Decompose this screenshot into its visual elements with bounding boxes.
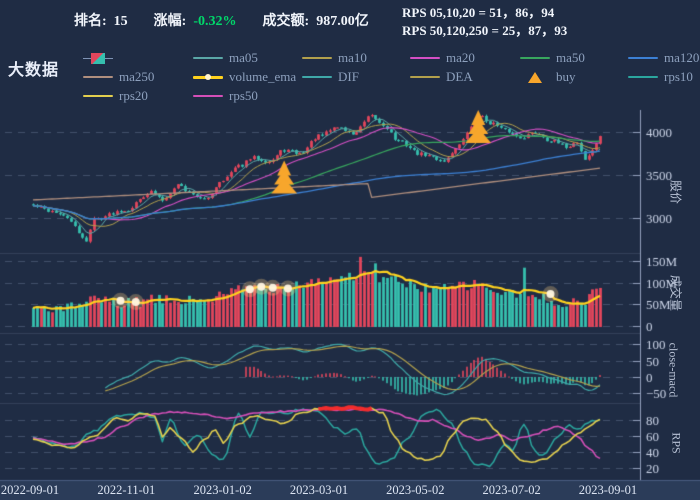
rps-summary-line2: RPS 50,120,250 = 25，87，93	[402, 22, 568, 38]
date-label: 2023-01-02	[193, 483, 252, 497]
x-axis: 2022-09-01 2022-11-01 2023-01-02 2023-03-01…	[0, 481, 700, 500]
legend-label-DIF: DIF	[338, 69, 359, 84]
legend-label-ma20: ma20	[446, 50, 475, 65]
ma250-line-icon	[83, 76, 113, 78]
legend-label-DEA: DEA	[446, 69, 473, 84]
rank-label: 排名:	[74, 14, 107, 29]
legend-label-ma10: ma10	[338, 50, 367, 65]
legend-label-buy: buy	[556, 69, 576, 84]
DEA-line-icon	[410, 76, 440, 78]
turnover-label: 成交额:	[262, 14, 310, 29]
date-label: 2023-07-02	[482, 483, 541, 497]
legend-item-ma120: ma120	[628, 50, 700, 65]
ma10-line-icon	[302, 57, 332, 59]
legend-item-candle	[83, 51, 113, 65]
legend-item-ma05: ma05	[193, 50, 258, 65]
volume-axis-title: 成交量	[668, 274, 683, 312]
legend-item-rps10: rps10	[628, 69, 693, 84]
legend-label-ma250: ma250	[119, 69, 155, 84]
legend-label-ma50: ma50	[556, 50, 585, 65]
candle-body	[91, 52, 105, 64]
legend-label-ma120: ma120	[664, 50, 700, 65]
ma05-line-icon	[193, 57, 223, 59]
date-label: 2023-05-02	[386, 483, 445, 497]
legend-label-volume_ema: volume_ema	[229, 69, 297, 84]
legend-label-rps20: rps20	[119, 88, 148, 103]
legend-label-rps50: rps50	[229, 88, 258, 103]
page-title: 大数据	[8, 62, 60, 79]
legend-item-ma50: ma50	[520, 50, 585, 65]
rps10-line-icon	[628, 76, 658, 78]
change-value: -0.32%	[193, 14, 237, 29]
legend-item-rps50: rps50	[193, 88, 258, 103]
legend-item-DEA: DEA	[410, 69, 473, 84]
DIF-line-icon	[302, 76, 332, 78]
rps-axis-title: RPS	[669, 432, 684, 454]
volume_ema-line-icon	[193, 74, 223, 80]
rps20-line-icon	[83, 95, 113, 97]
turnover-value: 987.00亿	[316, 14, 369, 29]
ma120-line-icon	[628, 57, 658, 59]
legend-label-rps10: rps10	[664, 69, 693, 84]
price-axis-title: 股价	[668, 179, 683, 205]
rps-summary: RPS 05,10,20 = 51，86，94 RPS 50,120,250 =…	[402, 4, 567, 39]
ma50-line-icon	[520, 57, 550, 59]
macd-axis-title: close-macd	[666, 342, 681, 398]
date-label: 2023-03-01	[289, 483, 349, 497]
legend-item-DIF: DIF	[302, 69, 359, 84]
rank-value: 15	[113, 14, 128, 29]
legend-item-buy: buy	[520, 69, 576, 84]
header-stats: 排名: 15 涨幅: -0.32% 成交额: 987.00亿	[74, 10, 395, 30]
legend-item-ma250: ma250	[83, 69, 155, 84]
legend-label-ma05: ma05	[229, 50, 258, 65]
candlestick-icon	[83, 52, 113, 65]
date-label: 2022-09-01	[0, 483, 60, 497]
date-label: 2023-09-01	[578, 483, 638, 497]
rps50-line-icon	[193, 95, 223, 97]
date-label: 2022-11-01	[97, 483, 156, 497]
legend-item-rps20: rps20	[83, 88, 148, 103]
legend-item-ma20: ma20	[410, 50, 475, 65]
legend-item-ma10: ma10	[302, 50, 367, 65]
legend-item-volume_ema: volume_ema	[193, 69, 297, 84]
buy-triangle-icon	[528, 71, 542, 83]
change-label: 涨幅:	[153, 14, 187, 29]
legend: ma05 ma10 ma20 ma50 ma120 ma250 volume_ema DIF D…	[0, 0, 700, 115]
rps-summary-line1: RPS 05,10,20 = 51，86，94	[402, 5, 555, 20]
ma20-line-icon	[410, 57, 440, 59]
